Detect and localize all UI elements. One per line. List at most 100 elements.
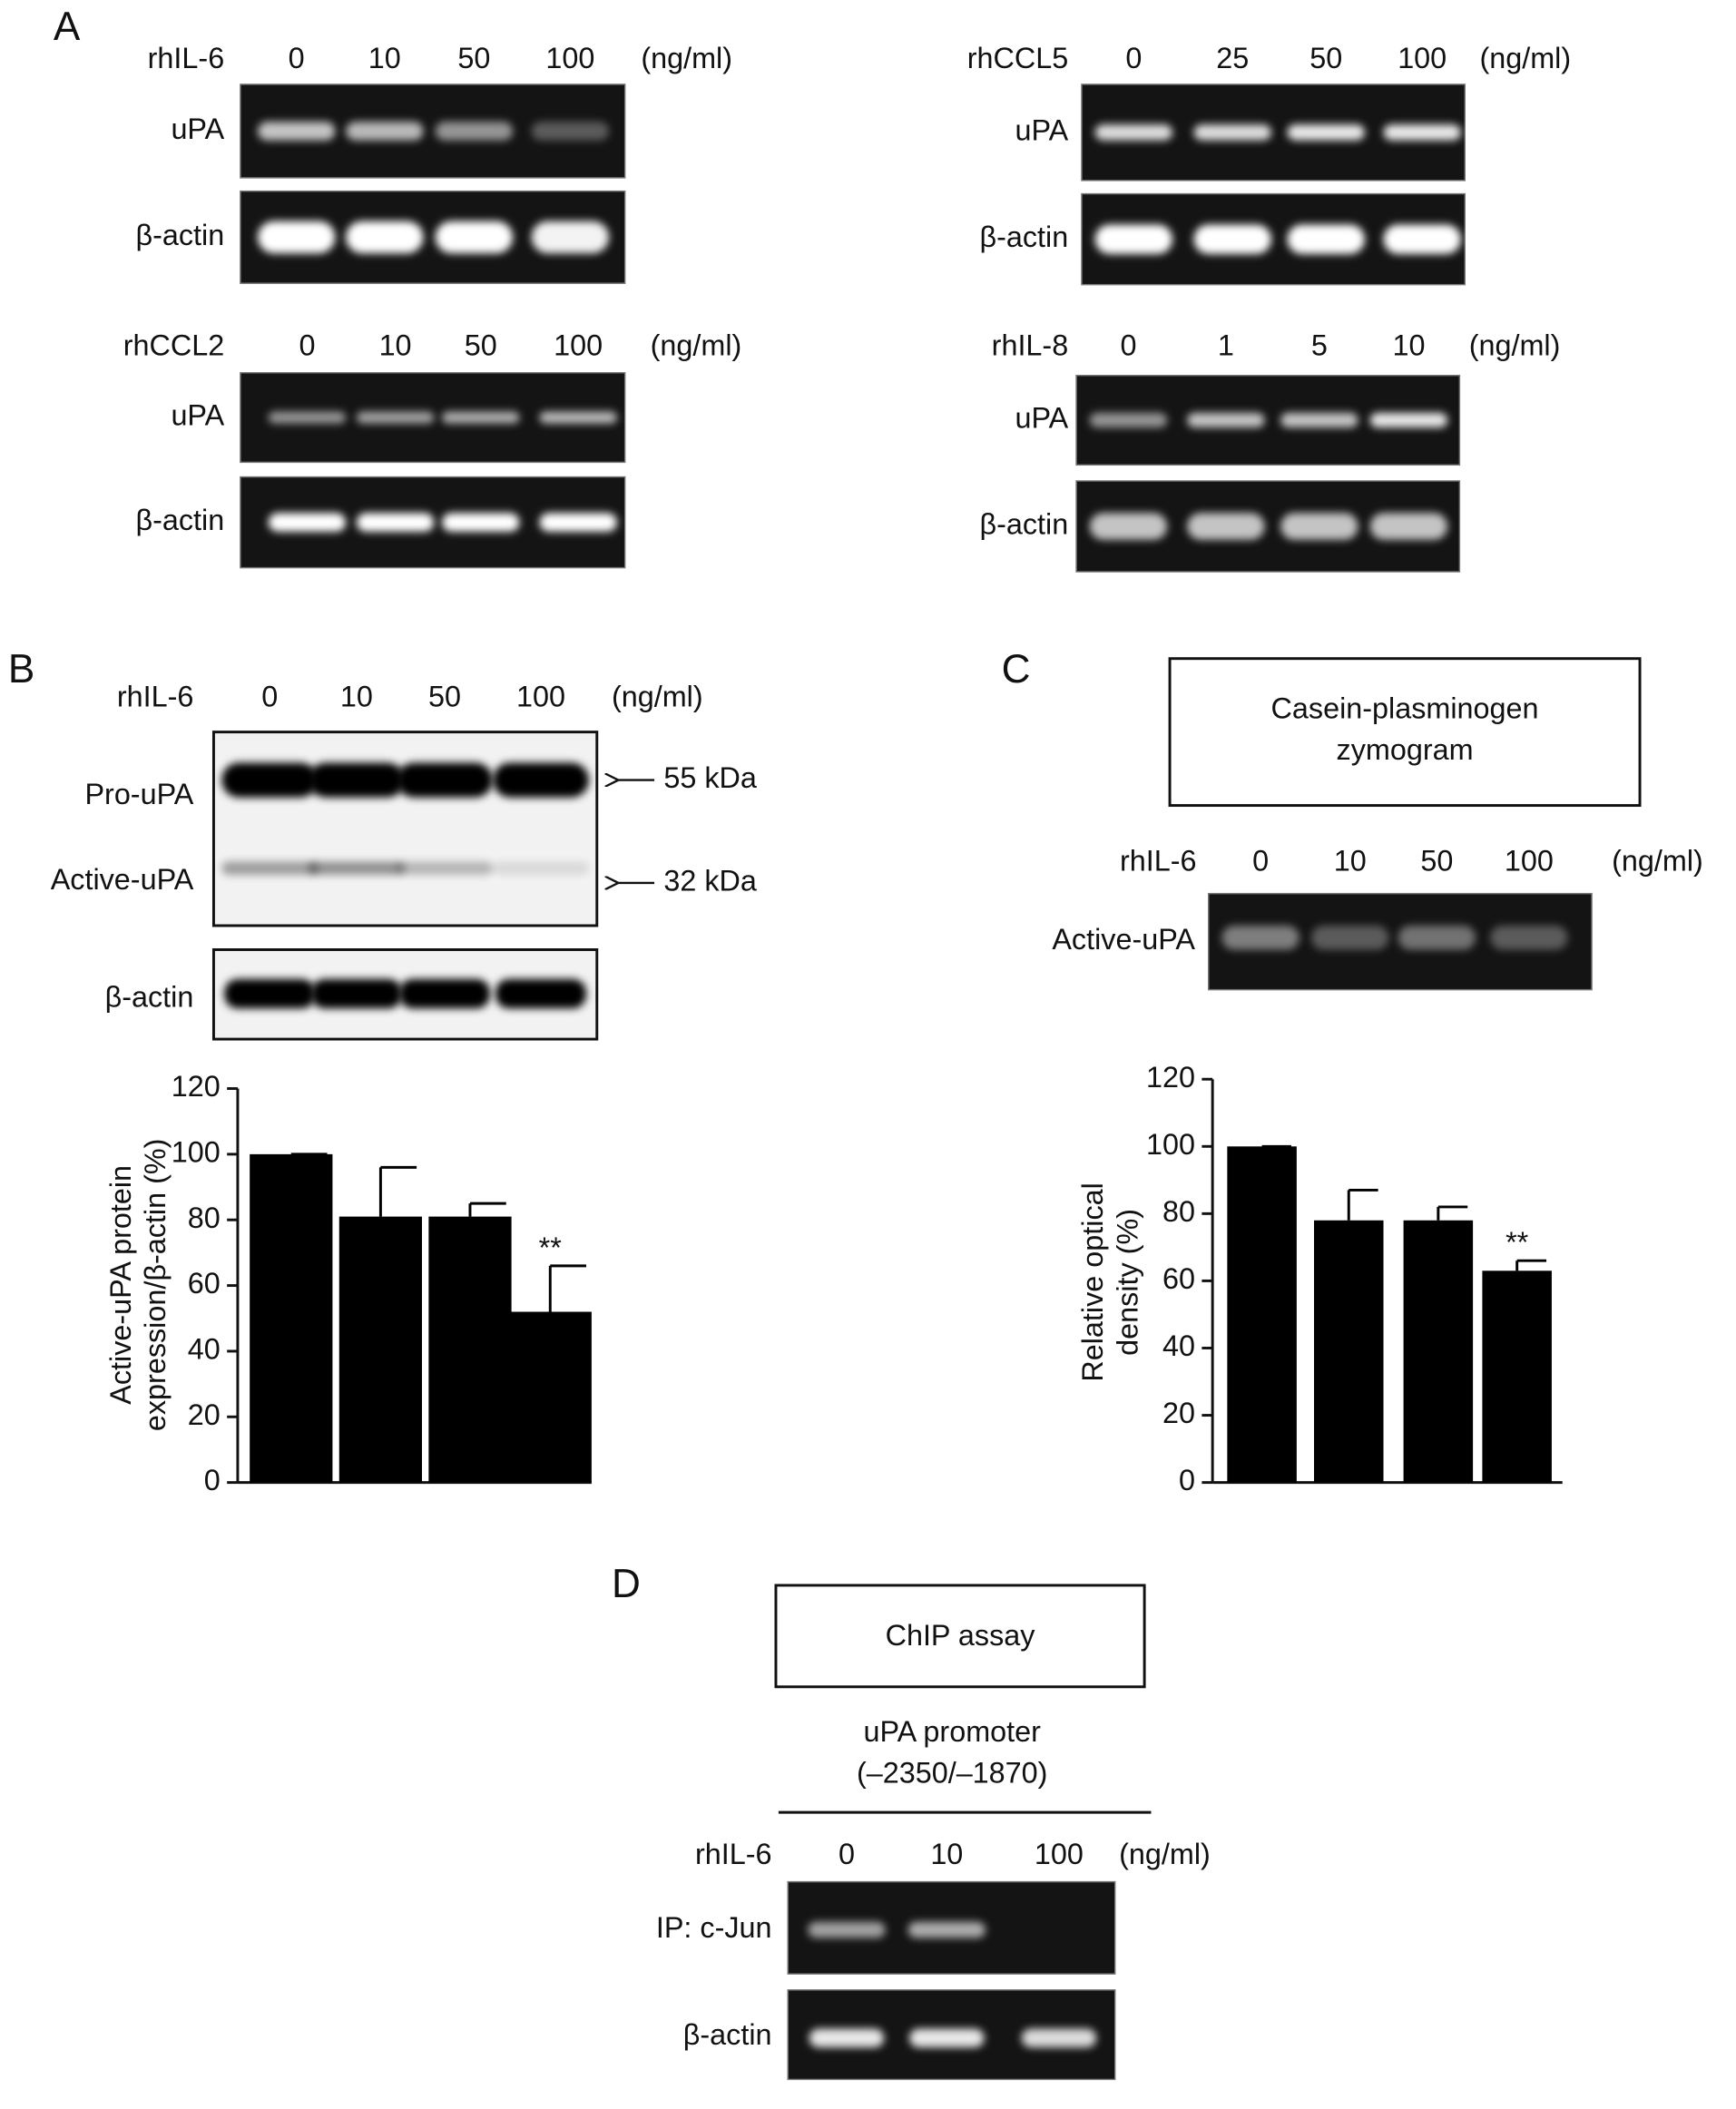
dose-label: 100 <box>516 680 565 712</box>
dose-label: 50 <box>1420 844 1453 877</box>
panel-label: B <box>8 647 34 692</box>
unit-label: (ng/ml) <box>612 680 703 712</box>
y-tick-label: 40 <box>188 1332 221 1365</box>
treatment-label: rhIL-8 <box>992 329 1069 361</box>
unit-label: (ng/ml) <box>1119 1838 1211 1870</box>
dose-label: 100 <box>1035 1838 1084 1870</box>
bar <box>508 1311 592 1483</box>
band <box>398 978 491 1009</box>
row-label: Active-uPA <box>1052 923 1195 956</box>
region-text: uPA promoter <box>863 1715 1041 1748</box>
blot <box>211 731 599 927</box>
row-label: IP: c-Jun <box>656 1911 772 1944</box>
dose-label: 0 <box>299 329 315 361</box>
treatment-label: rhCCL2 <box>123 329 225 361</box>
box-text: Casein-plasminogen <box>1271 692 1539 725</box>
band <box>397 861 493 876</box>
band <box>531 122 610 141</box>
band <box>258 221 336 254</box>
band <box>268 513 347 532</box>
y-tick-label: 120 <box>172 1070 221 1103</box>
band <box>356 411 435 424</box>
dose-label: 10 <box>340 680 373 712</box>
band <box>907 1921 986 1938</box>
band <box>1311 925 1389 950</box>
dose-label: 0 <box>261 680 278 712</box>
significance: ** <box>539 1231 563 1264</box>
band <box>1021 2028 1097 2048</box>
band <box>495 978 587 1009</box>
band <box>1383 224 1461 254</box>
treatment-label: rhIL-6 <box>1120 844 1197 877</box>
unit-label: (ng/ml) <box>1479 42 1571 74</box>
band <box>221 762 319 798</box>
region-text: (–2350/–1870) <box>857 1756 1048 1789</box>
band <box>809 2028 885 2048</box>
treatment-label: rhIL-6 <box>148 42 225 74</box>
y-axis-label: Active-uPA protein <box>104 1165 137 1405</box>
dose-label: 100 <box>554 329 603 361</box>
band <box>1094 224 1173 254</box>
dose-label: 0 <box>289 42 305 74</box>
bar <box>1403 1220 1474 1483</box>
treatment-label: rhIL-6 <box>695 1838 772 1870</box>
y-axis-label: density (%) <box>1111 1209 1143 1356</box>
row-label: β-actin <box>979 508 1068 541</box>
band <box>492 861 589 876</box>
y-tick-label: 100 <box>1146 1128 1195 1161</box>
y-tick-label: 40 <box>1162 1329 1195 1362</box>
band <box>1193 224 1271 254</box>
dose-label: 10 <box>379 329 412 361</box>
dose-label: 10 <box>930 1838 963 1870</box>
dose-label: 50 <box>1309 42 1342 74</box>
treatment-label: rhCCL5 <box>967 42 1069 74</box>
band <box>308 762 405 798</box>
unit-label: (ng/ml) <box>651 329 742 361</box>
band <box>1369 412 1448 428</box>
bar <box>1227 1146 1297 1483</box>
band <box>221 861 319 876</box>
dose-label: 25 <box>1216 42 1249 74</box>
bar <box>1313 1220 1384 1483</box>
band <box>1369 513 1448 540</box>
dose-label: 0 <box>1252 844 1269 877</box>
y-tick-label: 60 <box>1162 1262 1195 1295</box>
row-label: uPA <box>171 399 224 432</box>
y-tick-label: 20 <box>1162 1397 1195 1429</box>
band <box>310 978 402 1009</box>
dose-label: 100 <box>1505 844 1554 877</box>
dose-label: 5 <box>1311 329 1328 361</box>
band <box>442 411 520 424</box>
bar <box>428 1216 512 1483</box>
y-tick-label: 0 <box>1179 1464 1195 1496</box>
box-text: zymogram <box>1337 733 1474 766</box>
dose-label: 50 <box>428 680 461 712</box>
y-axis-label: Relative optical <box>1076 1182 1109 1381</box>
row-label: β-actin <box>135 219 224 251</box>
box-text: ChIP assay <box>886 1619 1036 1652</box>
band <box>1187 513 1265 540</box>
dose-label: 10 <box>368 42 401 74</box>
bar <box>338 1216 423 1483</box>
band <box>268 411 347 424</box>
band <box>531 221 610 254</box>
unit-label: (ng/ml) <box>641 42 732 74</box>
y-tick-label: 80 <box>1162 1195 1195 1228</box>
band <box>808 1921 886 1938</box>
band <box>1383 124 1461 141</box>
band <box>1089 513 1168 540</box>
band <box>1398 925 1476 950</box>
size-marker: 32 kDa <box>663 864 757 897</box>
row-label: uPA <box>1015 402 1068 435</box>
dose-label: 50 <box>465 329 497 361</box>
dose-label: 0 <box>1125 42 1142 74</box>
band <box>1280 412 1358 428</box>
row-label: uPA <box>1015 113 1068 146</box>
title-box <box>774 1584 1146 1689</box>
dose-label: 50 <box>457 42 490 74</box>
dose-label: 0 <box>839 1838 855 1870</box>
y-tick-label: 0 <box>204 1464 221 1496</box>
band <box>346 122 424 141</box>
row-label: β-actin <box>135 504 224 536</box>
